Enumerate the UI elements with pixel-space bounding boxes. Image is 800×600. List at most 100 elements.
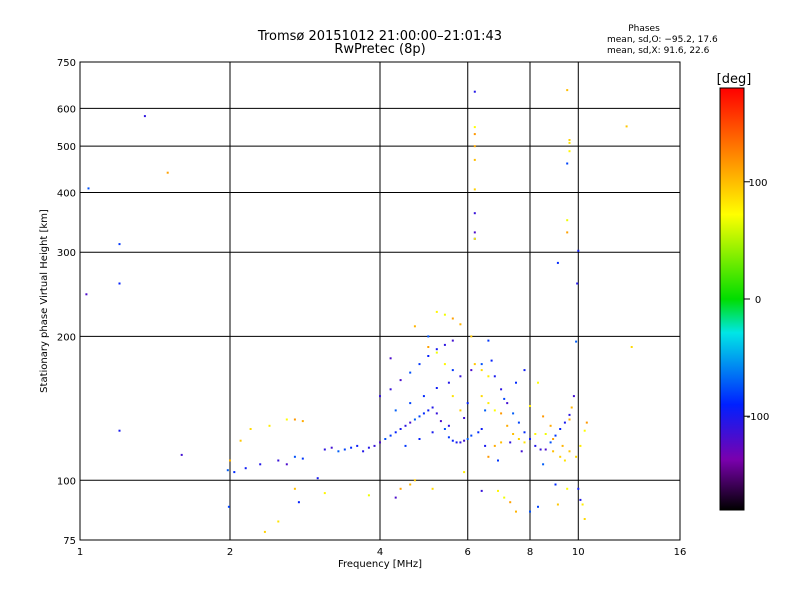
- data-point: [537, 381, 539, 384]
- data-point: [509, 441, 512, 444]
- data-point: [506, 424, 509, 427]
- data-point: [493, 444, 496, 447]
- data-point: [259, 463, 262, 466]
- data-point: [493, 409, 496, 412]
- data-point: [566, 89, 569, 92]
- data-point: [487, 402, 490, 405]
- data-point: [316, 477, 319, 480]
- data-point: [447, 424, 450, 427]
- data-point: [568, 413, 571, 416]
- data-point: [418, 363, 421, 366]
- grid-lines: [80, 62, 680, 540]
- data-point: [484, 409, 487, 412]
- data-point: [356, 444, 359, 447]
- data-point: [87, 187, 90, 190]
- data-point: [180, 453, 183, 456]
- data-point: [268, 424, 271, 427]
- data-point: [559, 455, 562, 458]
- data-point: [568, 150, 571, 153]
- data-point: [409, 402, 412, 405]
- data-point: [529, 510, 531, 513]
- y-tick-label: 500: [57, 142, 76, 153]
- data-point: [227, 505, 230, 508]
- data-point: [577, 487, 580, 490]
- x-axis-label: Frequency [MHz]: [338, 559, 422, 570]
- data-point: [455, 441, 458, 444]
- data-point: [443, 363, 446, 366]
- stats-heading: Phases: [628, 24, 660, 34]
- data-point: [517, 421, 520, 424]
- data-point: [473, 237, 476, 240]
- y-tick-label: 400: [57, 188, 76, 199]
- data-point: [413, 479, 416, 482]
- data-point: [435, 412, 438, 415]
- chart-subtitle: RwPretec (8p): [334, 42, 425, 57]
- data-point: [459, 409, 462, 412]
- data-point: [413, 418, 416, 421]
- data-point: [544, 448, 547, 451]
- data-point: [575, 455, 578, 458]
- data-point: [515, 381, 517, 384]
- data-point: [473, 363, 476, 366]
- colorbar-tick-label: -100: [747, 412, 770, 423]
- data-point: [568, 450, 571, 453]
- data-point: [480, 363, 483, 366]
- y-tick-label: 600: [57, 104, 76, 115]
- data-point: [473, 145, 476, 148]
- data-point: [583, 518, 586, 520]
- data-point: [427, 355, 430, 357]
- data-point: [451, 369, 454, 372]
- chart-title: Tromsø 20151012 21:00:00–21:01:43: [257, 29, 502, 44]
- y-tick-label: 300: [57, 248, 76, 259]
- data-point: [579, 444, 582, 447]
- data-point: [118, 429, 121, 432]
- data-point: [480, 369, 483, 372]
- data-point: [443, 313, 446, 316]
- data-point: [277, 520, 280, 523]
- data-point: [500, 441, 503, 444]
- data-point: [556, 503, 559, 506]
- data-point: [389, 357, 392, 360]
- data-point: [463, 471, 466, 474]
- data-points: [85, 89, 633, 533]
- colorbar-label: [deg]: [717, 72, 752, 87]
- data-point: [561, 444, 564, 447]
- data-point: [490, 359, 493, 362]
- data-point: [577, 249, 580, 252]
- y-tick-labels: 75 100 200 300 400 500 600 750: [57, 58, 76, 547]
- stats-line-o: mean, sd,O: −95.2, 17.6: [607, 35, 718, 45]
- data-point: [404, 444, 407, 447]
- data-point: [470, 434, 473, 437]
- data-point: [552, 450, 555, 453]
- data-point: [394, 431, 397, 434]
- colorbar: [719, 87, 745, 511]
- data-point: [249, 428, 252, 430]
- data-point: [443, 343, 446, 346]
- data-point: [523, 441, 526, 444]
- data-point: [459, 375, 462, 378]
- data-point: [579, 498, 582, 501]
- data-point: [459, 441, 462, 444]
- data-point: [552, 438, 555, 440]
- data-point: [625, 125, 628, 128]
- data-point: [480, 489, 483, 492]
- x-tick-label: 6: [465, 547, 471, 558]
- data-point: [473, 231, 476, 234]
- y-tick-label: 75: [63, 536, 76, 547]
- data-point: [427, 409, 430, 412]
- data-point: [447, 381, 450, 384]
- colorbar-tick-label: 0: [755, 295, 761, 306]
- data-point: [226, 469, 229, 472]
- data-point: [509, 501, 512, 504]
- data-point: [394, 409, 397, 412]
- data-point: [418, 415, 421, 418]
- data-point: [399, 428, 402, 430]
- data-point: [418, 438, 421, 440]
- data-point: [512, 433, 515, 435]
- data-point: [470, 335, 473, 338]
- x-tick-label: 10: [572, 547, 585, 558]
- data-point: [384, 438, 387, 440]
- data-point: [529, 438, 531, 440]
- data-point: [451, 339, 454, 342]
- data-point: [542, 415, 545, 418]
